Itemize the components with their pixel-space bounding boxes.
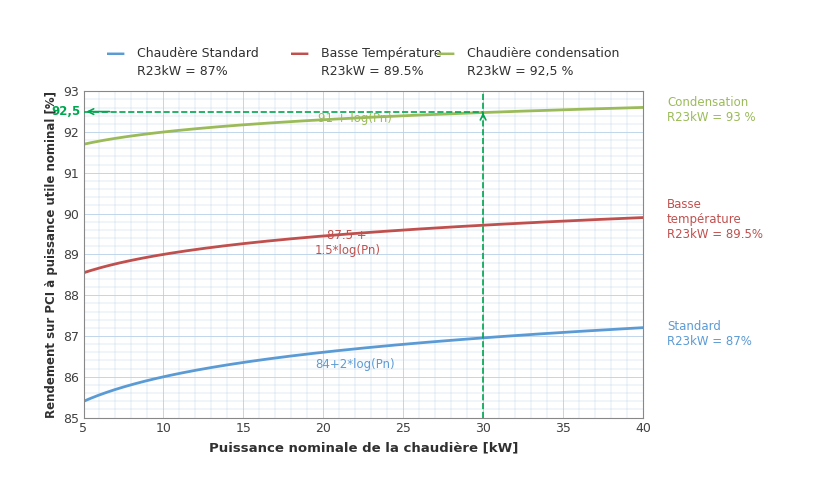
Text: Condensation
R23kW = 93 %: Condensation R23kW = 93 % — [667, 96, 756, 123]
Text: R23kW = 87%: R23kW = 87% — [137, 65, 227, 78]
Text: Basse Température: Basse Température — [321, 47, 442, 60]
Text: 87.5 +
1.5*log(Pn): 87.5 + 1.5*log(Pn) — [314, 229, 380, 257]
Text: Chaudière condensation: Chaudière condensation — [467, 47, 619, 60]
Text: —: — — [106, 44, 125, 63]
Text: 92,5: 92,5 — [52, 105, 81, 118]
Text: Chaudère Standard: Chaudère Standard — [137, 47, 258, 60]
Text: 84+2*log(Pn): 84+2*log(Pn) — [316, 359, 395, 372]
Text: 91 + log(Pn): 91 + log(Pn) — [318, 112, 392, 125]
Text: R23kW = 89.5%: R23kW = 89.5% — [321, 65, 424, 78]
Text: —: — — [291, 44, 310, 63]
Text: Basse
température
R23kW = 89.5%: Basse température R23kW = 89.5% — [667, 198, 763, 241]
X-axis label: Puissance nominale de la chaudière [kW]: Puissance nominale de la chaudière [kW] — [209, 441, 518, 454]
Text: Standard
R23kW = 87%: Standard R23kW = 87% — [667, 320, 752, 348]
Text: R23kW = 92,5 %: R23kW = 92,5 % — [467, 65, 573, 78]
Text: —: — — [436, 44, 455, 63]
Y-axis label: Rendement sur PCI à puissance utile nominal [%]: Rendement sur PCI à puissance utile nomi… — [45, 91, 58, 418]
